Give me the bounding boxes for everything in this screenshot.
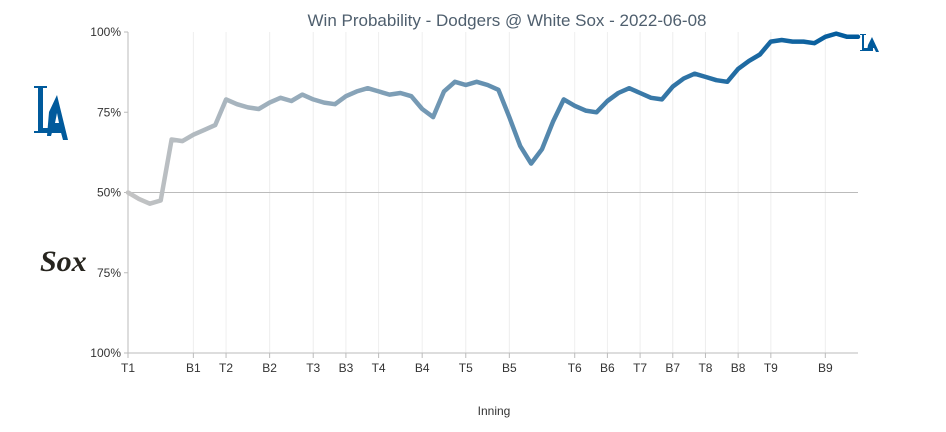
x-tick-label: T8 [698, 361, 712, 375]
x-tick-label: B4 [415, 361, 430, 375]
y-tick-label: 50% [97, 186, 121, 200]
x-tick-label: T6 [568, 361, 582, 375]
white-sox-logo-icon: Sox [40, 245, 87, 278]
x-tick-label: T5 [459, 361, 473, 375]
x-tick-label: B3 [339, 361, 354, 375]
x-axis-label: Inning [478, 404, 511, 418]
x-tick-label: B7 [665, 361, 680, 375]
dodgers-endpoint-logo-icon [860, 34, 879, 52]
y-tick-label: 100% [90, 346, 121, 360]
x-tick-label: B8 [731, 361, 746, 375]
x-tick-label: T1 [121, 361, 135, 375]
svg-text:Sox: Sox [40, 245, 87, 278]
chart-axes [127, 32, 858, 354]
y-tick-label: 75% [97, 105, 121, 119]
win-probability-line [125, 31, 861, 206]
chart-title: Win Probability - Dodgers @ White Sox - … [308, 11, 707, 30]
dodgers-logo-icon [34, 86, 68, 140]
x-tick-label: B6 [600, 361, 615, 375]
x-tick-label: B9 [818, 361, 833, 375]
x-tick-label: B5 [502, 361, 517, 375]
x-axis-ticks: T1 B1 T2 B2 T3 B3 T4 B4 T5 B5 T6 B6 T7 B7 T8 B8 T9 B9 [121, 353, 833, 375]
x-tick-label: B1 [186, 361, 201, 375]
x-tick-label: T7 [633, 361, 647, 375]
x-tick-label: B2 [262, 361, 277, 375]
x-tick-label: T9 [764, 361, 778, 375]
y-tick-label: 75% [97, 266, 121, 280]
x-tick-label: T4 [372, 361, 386, 375]
y-axis-ticks: 100% 75% 50% 75% 100% [90, 25, 128, 360]
x-tick-label: T2 [219, 361, 233, 375]
x-tick-label: T3 [306, 361, 320, 375]
y-tick-label: 100% [90, 25, 121, 39]
